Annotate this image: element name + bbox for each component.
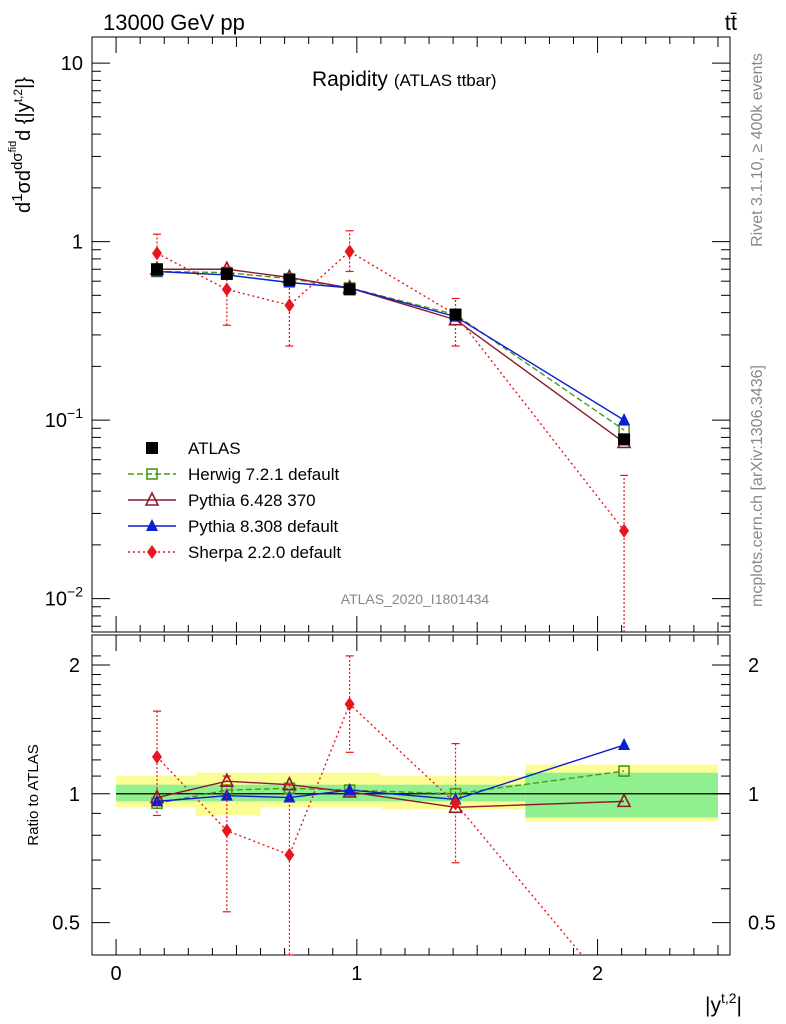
plot-title: Rapidity (ATLAS ttbar) — [312, 68, 497, 91]
legend-label: Pythia 6.428 370 — [188, 491, 316, 510]
x-tick-label: 1 — [351, 963, 362, 985]
legend-item: Sherpa 2.2.0 default — [128, 543, 341, 562]
legend-label: Sherpa 2.2.0 default — [188, 543, 341, 562]
ratio-panel: 0.5 0.5 1 1 2 2 0 1 2 — [52, 634, 776, 985]
legend: ATLAS Herwig 7.2.1 default Pythia 6.428 37… — [128, 439, 341, 562]
data-point — [618, 738, 631, 751]
ratio-y-tick-label-right: 2 — [748, 655, 759, 677]
x-tick-label: 0 — [111, 963, 122, 985]
plot-title-main: Rapidity — [312, 68, 388, 91]
data-point — [220, 267, 233, 280]
data-point — [616, 792, 632, 808]
data-point — [618, 765, 630, 777]
data-point — [152, 246, 163, 261]
data-point — [220, 788, 233, 801]
series-line — [156, 744, 625, 803]
legend-marker — [144, 491, 160, 506]
series-sherpa-2-2-0-default — [152, 230, 630, 632]
legend-marker — [147, 545, 157, 559]
data-point — [284, 298, 295, 313]
data-point — [618, 413, 631, 426]
ratio-y-tick-label-right: 1 — [748, 784, 759, 806]
ratio-series-sherpa-2-2-0-default — [152, 655, 583, 956]
data-point — [219, 772, 235, 788]
data-point — [343, 783, 356, 796]
process-label: tt̄ — [725, 10, 737, 35]
series-line — [156, 250, 625, 532]
analysis-id: ATLAS_2020_I1801434 — [341, 591, 490, 607]
mcplots-source-label: mcplots.cern.ch [arXiv:1306.3436] — [749, 365, 766, 607]
data-point — [619, 523, 630, 538]
series-line — [157, 268, 625, 443]
ratio-y-tick-label: 0.5 — [52, 913, 80, 935]
data-point — [344, 244, 355, 259]
ratio-y-tick-label-right: 0.5 — [748, 913, 776, 935]
legend-item: ATLAS — [146, 439, 241, 458]
data-point — [283, 790, 296, 803]
data-point — [449, 308, 462, 321]
energy-label: 13000 GeV pp — [103, 10, 245, 35]
series-line — [156, 780, 625, 808]
data-point — [152, 749, 163, 764]
data-point — [221, 823, 232, 838]
legend-marker — [146, 442, 158, 454]
data-point — [284, 847, 295, 862]
data-point — [450, 796, 461, 811]
x-tick-label: 2 — [592, 963, 603, 985]
legend-item: Herwig 7.2.1 default — [128, 465, 339, 484]
y-tick-label-1: 1 — [72, 232, 83, 254]
legend-marker — [146, 519, 158, 531]
data-point — [343, 283, 356, 296]
data-point — [283, 273, 296, 286]
plot-frame — [91, 634, 731, 956]
ratio-y-tick-label: 2 — [69, 655, 80, 677]
ratio-y-tick-label: 1 — [69, 784, 80, 806]
legend-label: Pythia 8.308 default — [188, 517, 339, 536]
y-tick-label-10: 10 — [61, 53, 83, 75]
data-point — [344, 697, 355, 712]
legend-label: ATLAS — [188, 439, 241, 458]
legend-item: Pythia 6.428 370 — [128, 491, 316, 510]
data-point — [221, 282, 232, 297]
series-atlas — [151, 263, 631, 446]
ratio-y-axis-label: Ratio to ATLAS — [25, 744, 42, 845]
legend-item: Pythia 8.308 default — [128, 517, 339, 536]
data-point — [151, 263, 164, 276]
legend-label: Herwig 7.2.1 default — [188, 465, 339, 484]
series-line — [156, 270, 625, 421]
uncertainty-band-green — [525, 772, 718, 818]
data-point — [618, 433, 631, 446]
rivet-version-label: Rivet 3.1.10, ≥ 400k events — [749, 53, 766, 247]
legend-marker — [146, 468, 158, 480]
plot-title-sub: (ATLAS ttbar) — [394, 71, 497, 90]
